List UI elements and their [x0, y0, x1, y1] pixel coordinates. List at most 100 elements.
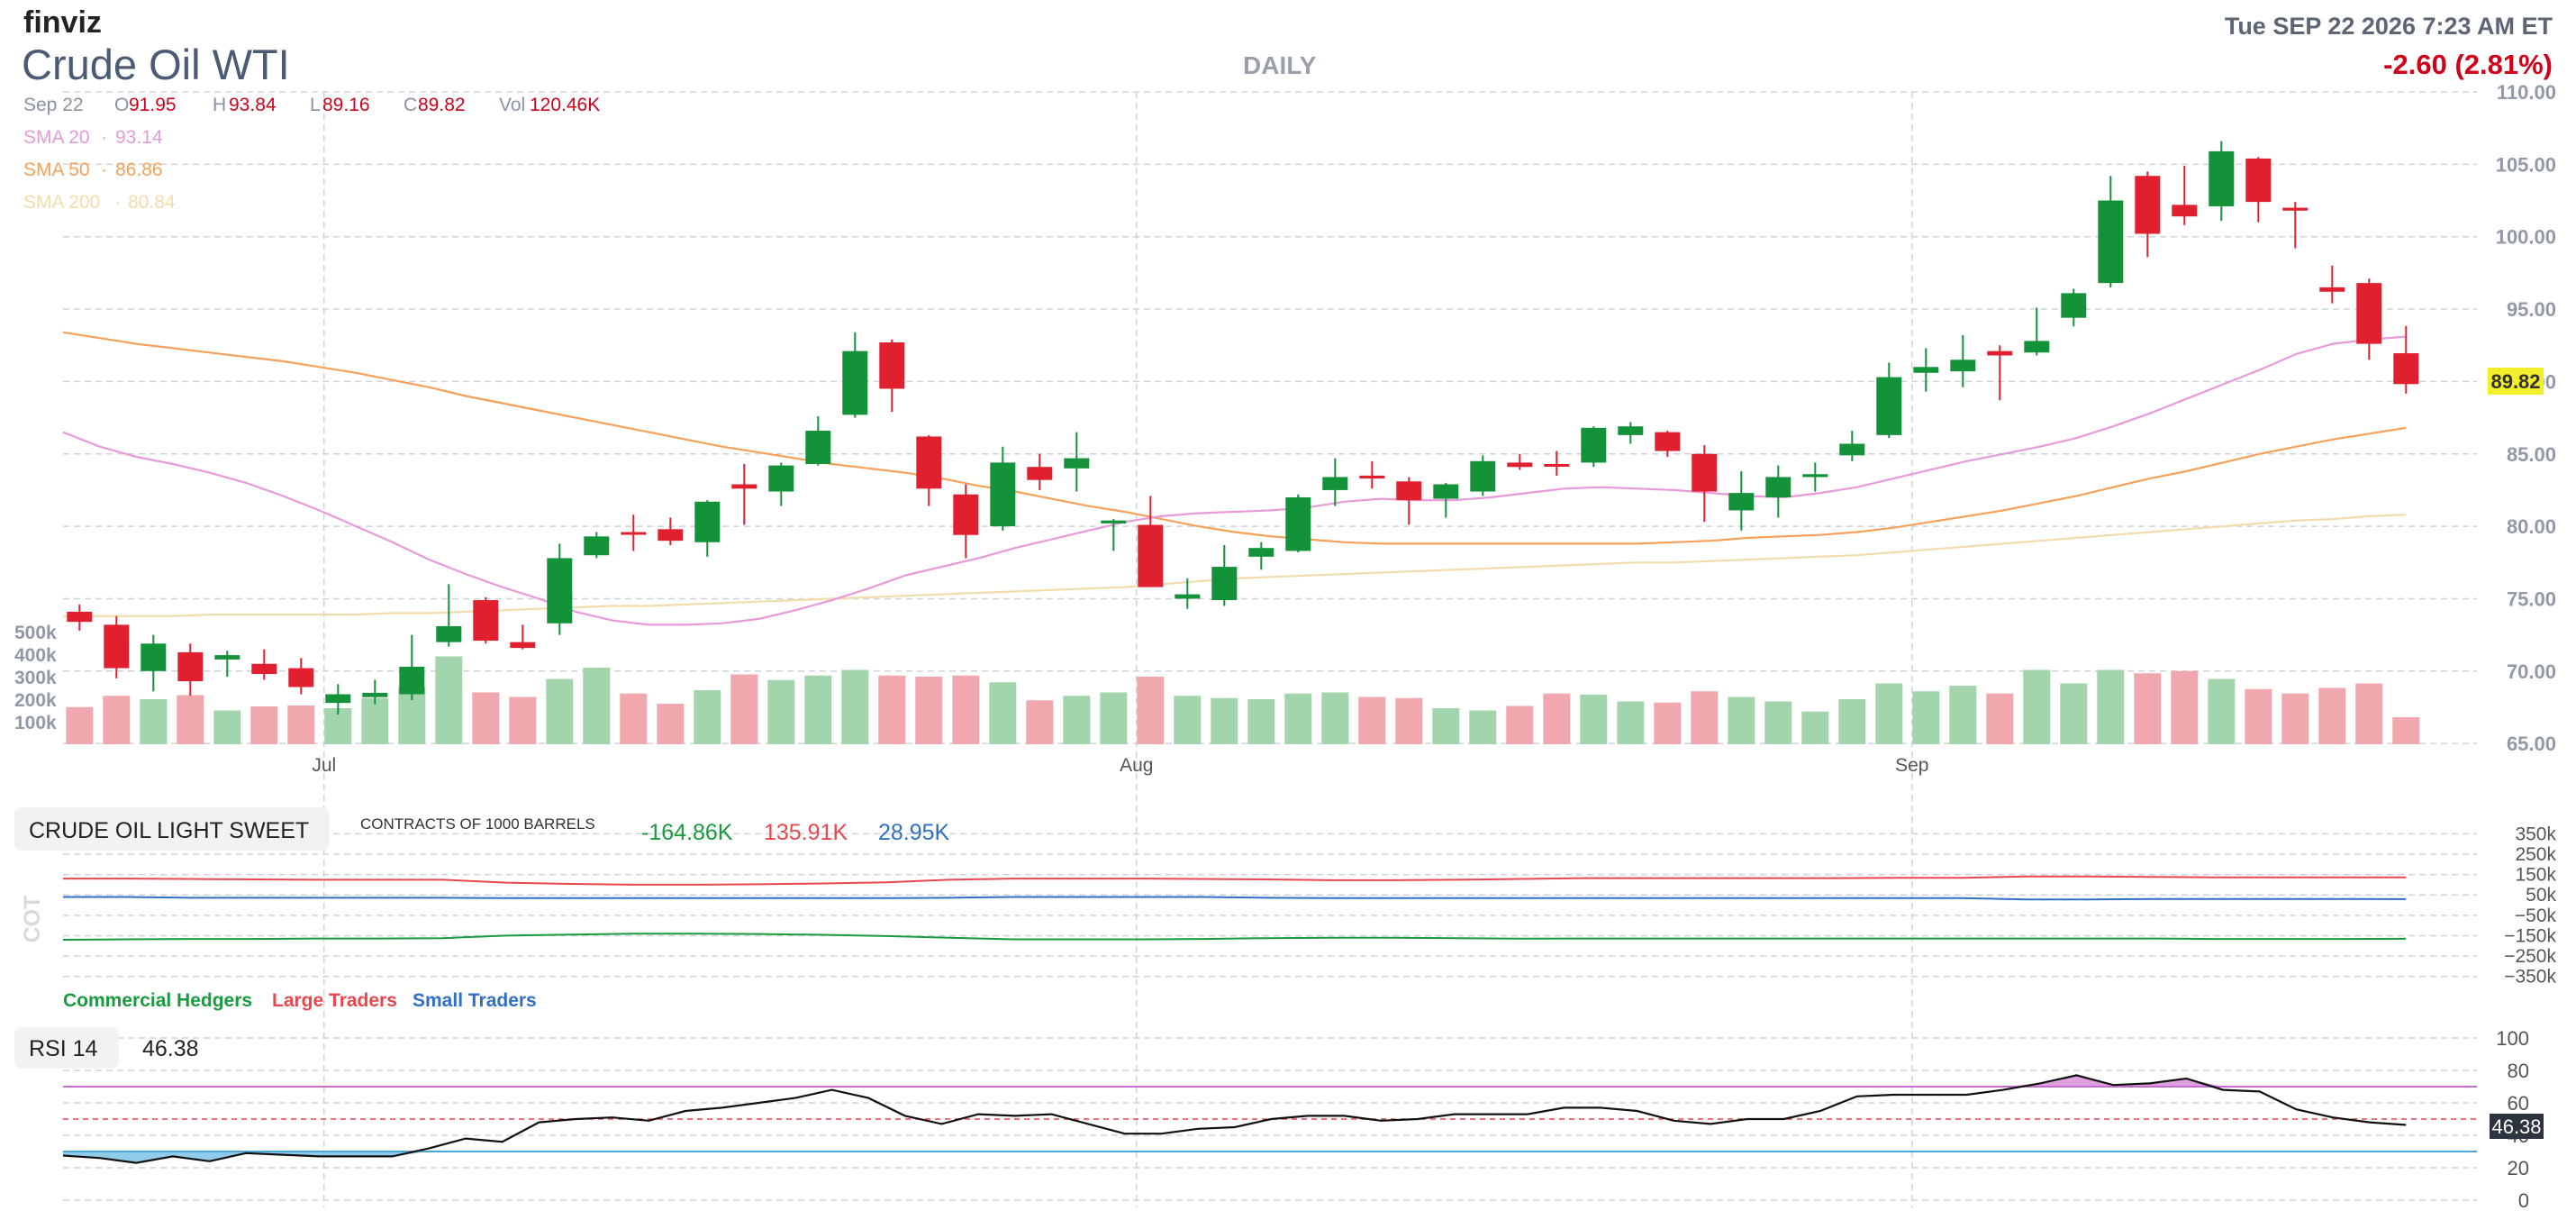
last-price-tag-bg [2488, 368, 2544, 395]
ohlc-date: Sep 22 [23, 95, 84, 115]
candle-body [1285, 496, 1311, 551]
candle-body [953, 494, 979, 535]
volume-bar [1432, 708, 1460, 744]
candle-body [1433, 484, 1459, 499]
candle-body [768, 465, 794, 492]
volume-bar [657, 704, 685, 744]
sma-legend: SMA 20 · 93.14 SMA 50 · 86.86 SMA 200 · … [23, 127, 176, 213]
cot-legend-commercial[interactable]: Commercial Hedgers [63, 990, 252, 1011]
cot-gridlines [63, 833, 2477, 978]
price-change: -2.60 (2.81%) [2383, 49, 2553, 80]
candle-body [1987, 350, 2013, 356]
ohlc-close: 89.82 [418, 95, 466, 115]
cot-large-line [63, 875, 2407, 886]
rsi-label: RSI 14 [29, 1036, 98, 1061]
cot-commercial-value: -164.86K [641, 820, 733, 845]
volume-bar [361, 697, 389, 744]
cot-large-value: 135.91K [764, 820, 848, 845]
timeframe-label[interactable]: DAILY [1243, 51, 1317, 79]
cot-side-label: COT [20, 896, 45, 943]
candle-body [2393, 353, 2419, 385]
price-tick-label: 105.00 [2496, 153, 2556, 176]
candle-body [916, 436, 942, 489]
candle-body [1138, 524, 1164, 587]
sma50-dot: · [101, 159, 107, 180]
price-tick-label: 100.00 [2496, 226, 2556, 249]
candle-body [1839, 443, 1865, 456]
sma50-value: 86.86 [115, 159, 163, 180]
volume-bar [767, 679, 795, 744]
candle-body [1544, 463, 1570, 467]
volume-bar [509, 696, 537, 744]
sma20-label[interactable]: SMA 20 [23, 127, 90, 148]
candle-body [1581, 427, 1607, 463]
candle-body [1175, 594, 1201, 599]
candle-body [2319, 287, 2345, 292]
volume-bar [989, 682, 1017, 744]
cot-title: CRUDE OIL LIGHT SWEET [29, 818, 309, 843]
candle-body [2024, 341, 2050, 353]
rsi-tick-label: 0 [2518, 1189, 2529, 1212]
cot-legend-small[interactable]: Small Traders [413, 990, 537, 1011]
candle-body [990, 462, 1016, 527]
date-tick-label: Aug [1120, 755, 1153, 776]
candle-body [694, 501, 721, 542]
finviz-logo[interactable]: finviz [23, 5, 102, 40]
volume-bar [1358, 696, 1386, 744]
price-tick-label: 70.00 [2507, 660, 2556, 683]
cot-legend-large[interactable]: Large Traders [272, 990, 397, 1011]
volume-bar [2023, 669, 2051, 744]
cot-commercial-line [62, 933, 2407, 941]
candle-body [67, 611, 93, 623]
rsi-value: 46.38 [142, 1036, 199, 1061]
sma50-label[interactable]: SMA 50 [23, 159, 90, 180]
volume-bar [213, 710, 241, 744]
cot-lines [62, 875, 2407, 941]
volume-bar [435, 656, 463, 744]
sma20-line [62, 335, 2407, 626]
volume-tick-label: 100k [14, 713, 57, 733]
candle-body [731, 484, 757, 489]
volume-bar [1728, 696, 1755, 744]
price-tick-label: 80.00 [2507, 515, 2556, 538]
volume-bar [1986, 693, 2014, 744]
candle-body [1064, 458, 1090, 469]
cot-tick-label: 50k [2526, 885, 2556, 906]
volume-tick-label: 500k [14, 623, 57, 643]
datetime-label: Tue SEP 22 2026 7:23 AM ET [2225, 13, 2553, 40]
volume-bar [1617, 701, 1645, 744]
last-price-tag: 89.82 [2490, 370, 2540, 393]
volume-bar [1174, 696, 1202, 744]
volume-bar [620, 693, 648, 744]
volume-bar [1284, 693, 1312, 744]
candle-body [1470, 460, 1496, 492]
ohlc-low: 89.16 [322, 95, 370, 115]
sma200-value: 80.84 [128, 192, 176, 213]
volume-bar [1838, 699, 1866, 744]
date-tick-label: Jul [312, 755, 336, 776]
volume-bar [472, 692, 500, 744]
candle-body [473, 600, 499, 642]
candle-body [1876, 377, 1902, 435]
candle-body [658, 529, 684, 542]
volume-bar [177, 695, 204, 744]
vertical-gridlines [323, 92, 1913, 1207]
volume-bar [2281, 693, 2309, 744]
cot-tick-label: 250k [2515, 844, 2556, 865]
candle-body [2209, 150, 2235, 206]
ohlc-low-label: L [310, 95, 321, 115]
cot-title-box [14, 807, 330, 851]
candle-body [2098, 200, 2124, 284]
volume-bar [878, 675, 906, 744]
candle-body [325, 694, 351, 704]
rsi-tick-label: 60 [2508, 1092, 2529, 1115]
volume-bar [250, 706, 278, 744]
volume-bar [841, 669, 869, 744]
sma200-label[interactable]: SMA 200 [23, 192, 100, 213]
candle-body [1765, 477, 1791, 497]
candle-body [141, 643, 167, 671]
volume-tick-label: 300k [14, 668, 57, 688]
